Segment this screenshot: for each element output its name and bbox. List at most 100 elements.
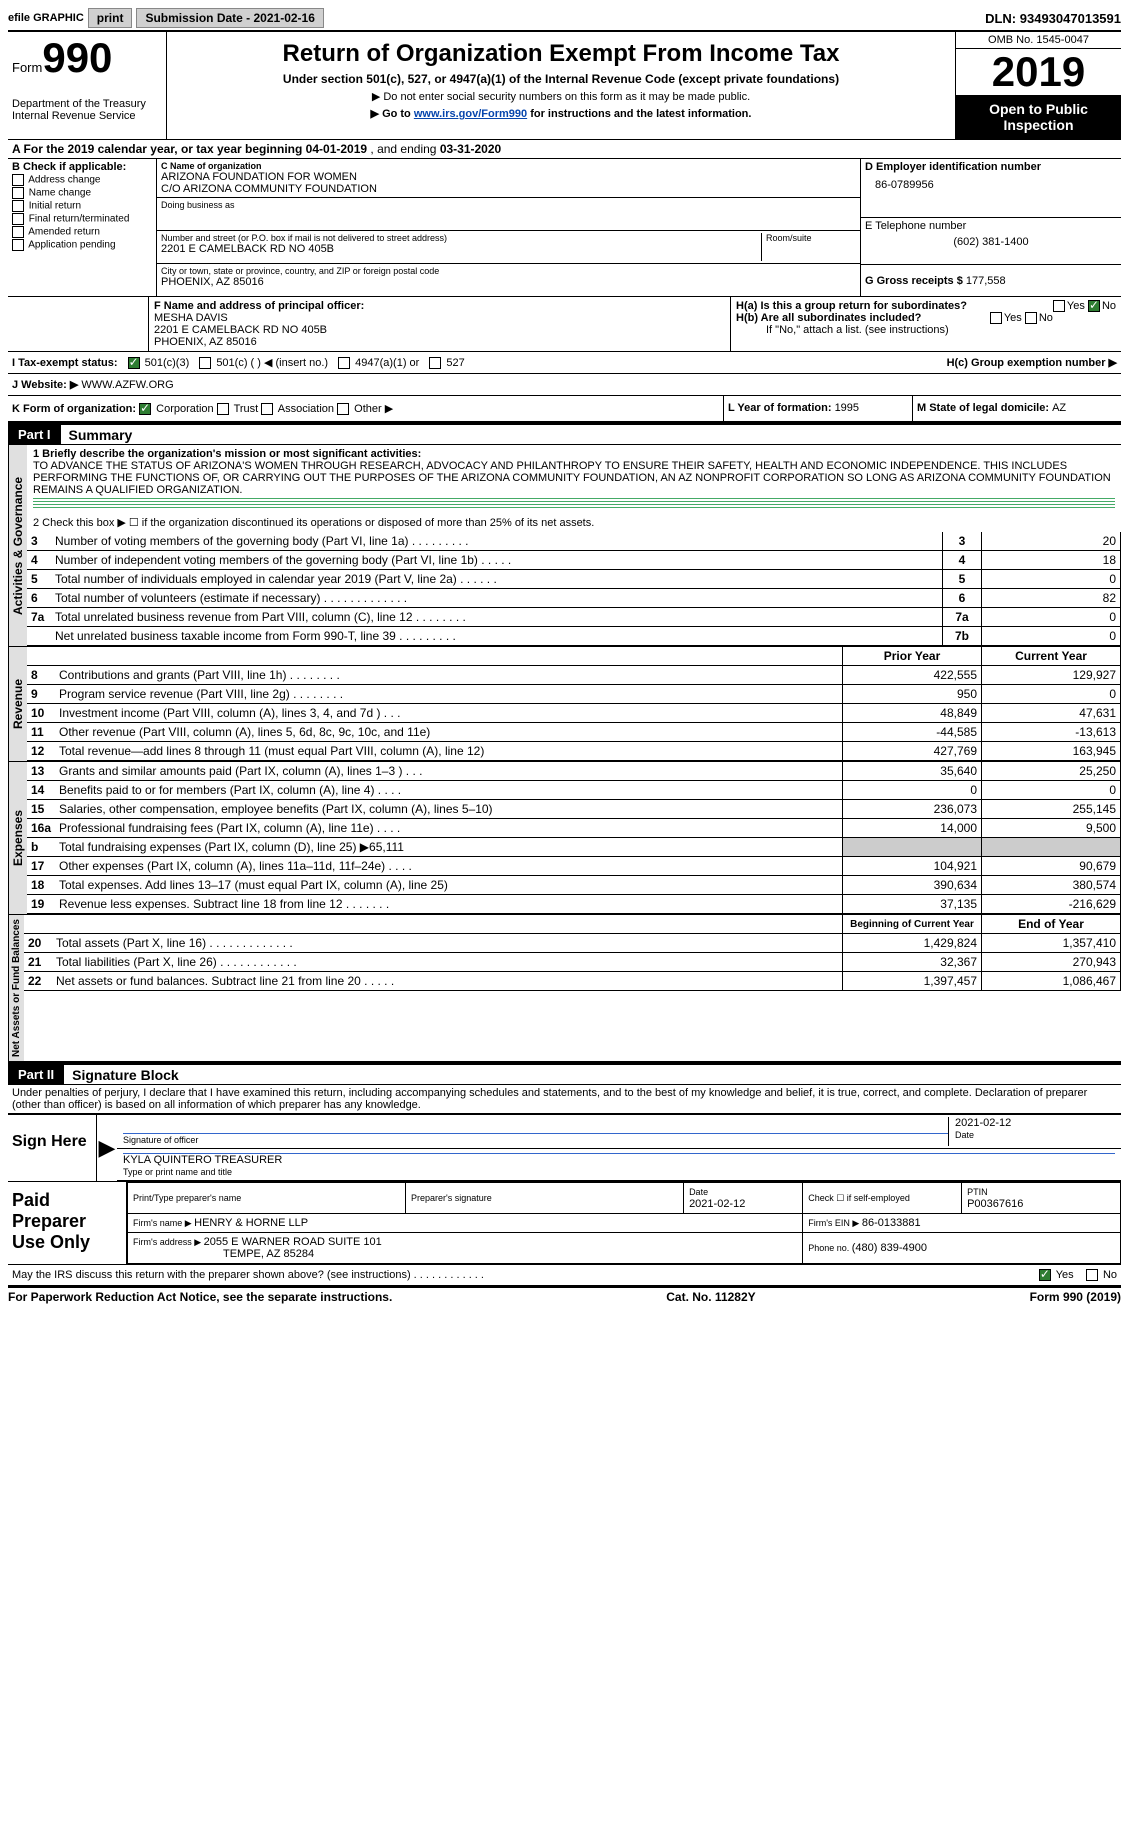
street-label: Number and street (or P.O. box if mail i… [161, 233, 761, 243]
h-b-yes-checkbox[interactable] [990, 312, 1002, 324]
m-label: M State of legal domicile: [917, 402, 1052, 414]
box-b-item: Name change [12, 187, 152, 199]
officer-typed-name: KYLA QUINTERO TREASURER [123, 1154, 1115, 1166]
goto-pre: ▶ Go to [371, 108, 414, 120]
footer-left: For Paperwork Reduction Act Notice, see … [8, 1290, 392, 1304]
discuss-row: May the IRS discuss this return with the… [8, 1264, 1121, 1286]
line-1-label: 1 Briefly describe the organization's mi… [33, 448, 421, 460]
org-name-1: ARIZONA FOUNDATION FOR WOMEN [161, 171, 856, 183]
table-row: bTotal fundraising expenses (Part IX, co… [27, 838, 1121, 857]
print-name-label: Print/Type preparer's name [133, 1193, 241, 1203]
501c3-checkbox[interactable] [128, 357, 140, 369]
box-b-item: Initial return [12, 200, 152, 212]
other-checkbox[interactable] [337, 403, 349, 415]
corp-checkbox[interactable] [139, 403, 151, 415]
preparer-sig-label: Preparer's signature [411, 1193, 492, 1203]
blank-cell [27, 647, 843, 666]
row-i: I Tax-exempt status: 501(c)(3) 501(c) ( … [8, 351, 1121, 374]
gross-receipts-label: G Gross receipts $ [865, 275, 966, 287]
501c-label: 501(c) ( ) ◀ (insert no.) [216, 357, 328, 369]
discuss-no-checkbox[interactable] [1086, 1269, 1098, 1281]
expenses-table: 13Grants and similar amounts paid (Part … [27, 762, 1121, 914]
header-left: Form990 Department of the Treasury Inter… [8, 32, 167, 139]
h-c-label: H(c) Group exemption number ▶ [947, 356, 1117, 369]
table-row: 9Program service revenue (Part VIII, lin… [27, 685, 1121, 704]
paid-row-2: Firm's name ▶ HENRY & HORNE LLP Firm's E… [128, 1214, 1121, 1233]
perjury-statement: Under penalties of perjury, I declare th… [8, 1085, 1121, 1113]
part-1-header: Part I Summary [8, 423, 1121, 445]
sign-date: 2021-02-12 [955, 1117, 1115, 1129]
org-name-row: C Name of organization ARIZONA FOUNDATIO… [157, 159, 860, 198]
type-name-label: Type or print name and title [123, 1167, 232, 1177]
section-revenue: Revenue Prior Year Current Year 8Contrib… [8, 647, 1121, 762]
line-1: 1 Briefly describe the organization's mi… [27, 445, 1121, 513]
irs-link[interactable]: www.irs.gov/Form990 [414, 108, 527, 120]
net-assets-table: Beginning of Current Year End of Year 20… [24, 915, 1121, 991]
end-year-header: End of Year [982, 915, 1121, 934]
assoc-label: Association [278, 403, 334, 415]
dln-value: 93493047013591 [1020, 11, 1121, 26]
part-2-header: Part II Signature Block [8, 1063, 1121, 1085]
rev-header-row: Prior Year Current Year [27, 647, 1121, 666]
table-row: 12Total revenue—add lines 8 through 11 (… [27, 742, 1121, 761]
box-b-label: B Check if applicable: [12, 161, 152, 173]
h-a-yes-checkbox[interactable] [1053, 300, 1065, 312]
other-label: Other ▶ [354, 403, 393, 415]
gross-receipts-row: G Gross receipts $ 177,558 [861, 265, 1121, 289]
dln-label: DLN: [985, 11, 1020, 26]
firm-phone: (480) 839-4900 [852, 1242, 927, 1254]
trust-checkbox[interactable] [217, 403, 229, 415]
checkbox[interactable] [12, 213, 24, 225]
checkbox[interactable] [12, 239, 24, 251]
assoc-checkbox[interactable] [261, 403, 273, 415]
department-label: Department of the Treasury Internal Reve… [12, 98, 162, 122]
city-label: City or town, state or province, country… [161, 266, 856, 276]
row-a-label: A For the 2019 calendar year, or tax yea… [12, 142, 306, 156]
form-subtitle: Under section 501(c), 527, or 4947(a)(1)… [171, 72, 951, 86]
table-row: 22Net assets or fund balances. Subtract … [24, 972, 1121, 991]
mission-text: TO ADVANCE THE STATUS OF ARIZONA'S WOMEN… [33, 460, 1111, 496]
h-b-no-checkbox[interactable] [1025, 312, 1037, 324]
open-to-public-badge: Open to Public Inspection [956, 95, 1121, 139]
tax-year: 2019 [956, 49, 1121, 95]
part-1-bar: Part I [8, 425, 61, 444]
4947-checkbox[interactable] [338, 357, 350, 369]
goto-post: for instructions and the latest informat… [527, 108, 751, 120]
officer-sig-label: Signature of officer [123, 1135, 198, 1145]
efile-label: efile GRAPHIC [8, 12, 84, 24]
goto-link-row: ▶ Go to www.irs.gov/Form990 for instruct… [171, 107, 951, 120]
h-a-label: H(a) Is this a group return for subordin… [736, 300, 967, 312]
box-b-item: Amended return [12, 226, 152, 238]
rev-content: Prior Year Current Year 8Contributions a… [27, 647, 1121, 761]
checkbox[interactable] [12, 174, 24, 186]
dba-row: Doing business as [157, 198, 860, 231]
discuss-yes-checkbox[interactable] [1039, 1269, 1051, 1281]
org-name-label: C Name of organization [161, 161, 856, 171]
527-checkbox[interactable] [429, 357, 441, 369]
sign-arrow-icon: ▶ [97, 1115, 117, 1181]
h-a-no-checkbox[interactable] [1088, 300, 1100, 312]
table-row: Net unrelated business taxable income fr… [27, 627, 1121, 646]
prior-year-header: Prior Year [843, 647, 982, 666]
line-2: 2 Check this box ▶ ☐ if the organization… [27, 513, 1121, 532]
print-button[interactable]: print [88, 8, 133, 28]
checkbox[interactable] [12, 187, 24, 199]
h-note: If "No," attach a list. (see instruction… [736, 324, 1116, 336]
checkbox[interactable] [12, 226, 24, 238]
gov-content: 1 Briefly describe the organization's mi… [27, 445, 1121, 646]
dln: DLN: 93493047013591 [985, 11, 1121, 26]
table-row: 10Investment income (Part VIII, column (… [27, 704, 1121, 723]
tab-governance: Activities & Governance [8, 445, 27, 646]
box-b-item: Final return/terminated [12, 213, 152, 225]
checkbox[interactable] [12, 200, 24, 212]
submission-date-button[interactable]: Submission Date - 2021-02-16 [136, 8, 323, 28]
officer-signature-line[interactable]: Signature of officer [123, 1117, 948, 1146]
header-right: OMB No. 1545-0047 2019 Open to Public In… [956, 32, 1121, 139]
officer-name: MESHA DAVIS [154, 312, 725, 324]
table-row: 3Number of voting members of the governi… [27, 532, 1121, 551]
discuss-yes: Yes [1056, 1269, 1074, 1281]
phone-label: E Telephone number [865, 220, 1117, 232]
row-a-mid: , and ending [370, 142, 439, 156]
501c-checkbox[interactable] [199, 357, 211, 369]
current-year-header: Current Year [982, 647, 1121, 666]
